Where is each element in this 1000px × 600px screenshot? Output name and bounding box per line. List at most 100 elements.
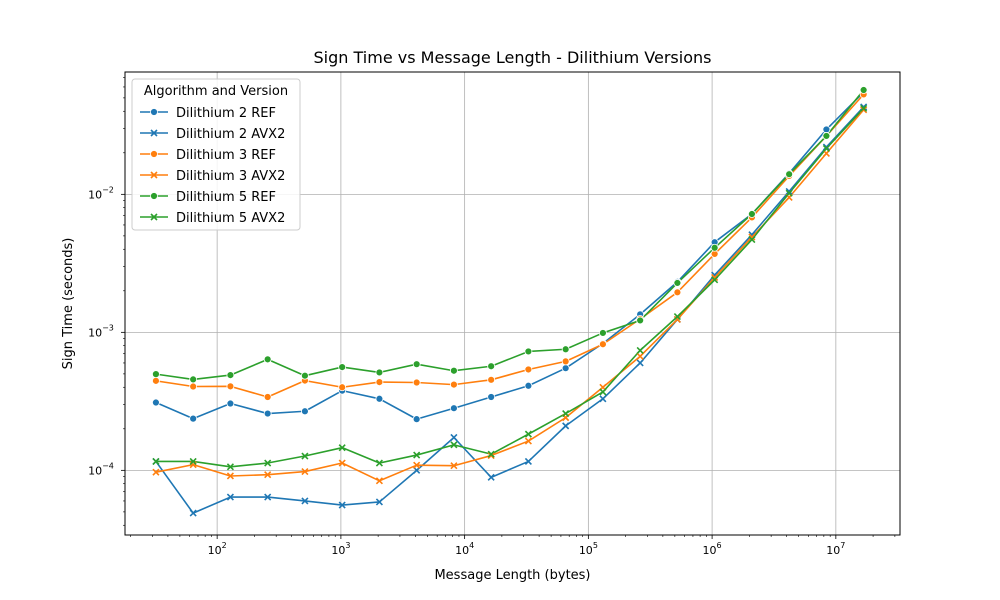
legend-item-dilithium-2-ref: Dilithium 2 REF (140, 106, 276, 121)
legend-label: Dilithium 3 REF (176, 148, 276, 163)
data-point-dilithium-3-avx2 (413, 461, 421, 469)
data-point-dilithium-5-ref (301, 371, 309, 380)
data-point-dilithium-5-ref (412, 360, 421, 369)
legend-label: Dilithium 2 AVX2 (176, 127, 285, 142)
data-point-dilithium-5-avx2 (524, 430, 532, 438)
data-point-dilithium-3-avx2 (264, 471, 272, 479)
data-point-dilithium-5-ref (487, 362, 496, 371)
x-axis-label: Message Length (bytes) (434, 568, 590, 583)
data-point-dilithium-2-avx2 (226, 493, 234, 501)
y-axis-label: Sign Time (seconds) (61, 238, 76, 370)
data-point-dilithium-3-avx2 (152, 468, 160, 476)
data-point-dilithium-2-ref (189, 414, 198, 423)
data-point-dilithium-2-ref (487, 393, 496, 401)
data-point-dilithium-3-ref (599, 340, 607, 349)
data-point-dilithium-2-avx2 (301, 497, 309, 505)
data-point-dilithium-2-ref (524, 381, 533, 390)
data-point-dilithium-5-avx2 (599, 388, 607, 396)
data-point-dilithium-3-avx2 (860, 106, 868, 114)
x-axis: 102 103 104 105 106 107 (130, 535, 896, 557)
data-point-dilithium-5-avx2 (487, 450, 495, 458)
data-point-dilithium-3-ref (152, 376, 160, 385)
data-point-dilithium-3-avx2 (338, 459, 346, 467)
data-point-dilithium-3-ref (226, 382, 235, 391)
data-point-dilithium-2-avx2 (524, 457, 532, 466)
data-point-dilithium-2-avx2 (413, 466, 421, 474)
legend-entries: Dilithium 2 REF Dilithium 2 AVX2 Dilithium… (140, 106, 285, 226)
x-tick-label: 103 (331, 541, 350, 557)
data-point-dilithium-5-ref (748, 210, 756, 218)
data-point-dilithium-3-avx2 (524, 437, 532, 445)
data-point-dilithium-3-avx2 (748, 233, 756, 241)
legend-marker (150, 150, 158, 158)
data-point-dilithium-3-avx2 (636, 352, 644, 360)
data-point-dilithium-2-avx2 (599, 395, 607, 403)
series-line-dilithium-5-avx2 (155, 107, 865, 468)
data-point-dilithium-2-avx2 (785, 187, 793, 195)
data-point-dilithium-3-ref (338, 383, 347, 392)
data-point-dilithium-5-ref (226, 371, 235, 379)
data-point-dilithium-5-ref (375, 368, 384, 377)
series-lines (155, 89, 865, 514)
data-point-dilithium-2-ref (375, 394, 384, 403)
legend-marker (150, 171, 158, 179)
x-tick-label: 106 (703, 541, 722, 557)
data-point-dilithium-2-ref (301, 407, 309, 416)
legend-marker (150, 192, 158, 200)
data-point-dilithium-5-ref (673, 279, 682, 287)
data-point-dilithium-3-ref (524, 365, 533, 374)
data-point-dilithium-3-avx2 (673, 315, 681, 324)
data-point-dilithium-2-avx2 (636, 359, 644, 367)
y-tick-label: 10−2 (88, 185, 114, 201)
data-point-dilithium-5-avx2 (301, 452, 309, 460)
data-point-dilithium-5-avx2 (189, 457, 197, 466)
data-point-dilithium-5-ref (561, 345, 570, 354)
data-point-dilithium-5-ref (450, 366, 458, 375)
data-point-dilithium-5-ref (599, 329, 607, 337)
series-line-dilithium-5-ref (155, 89, 865, 381)
data-point-dilithium-3-ref (263, 393, 272, 401)
data-point-dilithium-5-ref (710, 243, 719, 252)
legend: Algorithm and Version Dilithium 2 REFDil… (131, 78, 301, 231)
legend-item-dilithium-5-ref: Dilithium 5 REF (140, 190, 276, 205)
y-tick-label: 10−3 (88, 323, 114, 339)
legend-marker (150, 108, 158, 116)
legend-item-dilithium-3-ref: Dilithium 3 REF (140, 148, 276, 163)
data-point-dilithium-5-ref (859, 86, 868, 94)
data-point-dilithium-5-ref (189, 375, 198, 384)
data-point-dilithium-2-ref (561, 364, 570, 373)
legend-item-dilithium-5-avx2: Dilithium 5 AVX2 (140, 211, 285, 226)
data-point-dilithium-5-ref (338, 363, 347, 371)
data-point-dilithium-3-ref (673, 288, 682, 297)
data-point-dilithium-3-ref (189, 382, 198, 391)
data-point-dilithium-2-avx2 (189, 509, 197, 517)
data-point-dilithium-3-avx2 (487, 451, 495, 460)
legend-label: Dilithium 5 AVX2 (176, 211, 285, 226)
data-point-dilithium-2-ref (263, 409, 272, 418)
x-tick-label: 107 (826, 541, 845, 557)
data-point-dilithium-5-avx2 (413, 451, 421, 459)
series-line-dilithium-3-avx2 (155, 109, 865, 482)
data-point-dilithium-5-avx2 (264, 459, 272, 467)
data-point-dilithium-5-avx2 (375, 459, 383, 467)
legend-label: Dilithium 5 REF (176, 190, 276, 205)
data-point-dilithium-5-ref (524, 347, 533, 356)
data-point-dilithium-3-avx2 (226, 472, 234, 480)
data-point-dilithium-5-ref (822, 132, 831, 140)
x-tick-label: 102 (208, 541, 227, 557)
data-point-dilithium-2-avx2 (487, 473, 495, 481)
data-point-dilithium-3-avx2 (450, 462, 458, 470)
legend-marker (150, 213, 158, 221)
data-point-dilithium-5-avx2 (226, 463, 234, 471)
data-point-dilithium-3-avx2 (301, 467, 309, 476)
data-point-dilithium-2-avx2 (562, 422, 570, 430)
chart-title: Sign Time vs Message Length - Dilithium … (314, 48, 712, 67)
data-point-dilithium-2-ref (152, 398, 160, 407)
data-point-dilithium-3-ref (487, 375, 496, 384)
x-tick-label: 104 (455, 541, 474, 557)
data-point-dilithium-3-ref (561, 357, 570, 366)
data-point-dilithium-2-avx2 (375, 498, 383, 506)
legend-label: Dilithium 3 AVX2 (176, 169, 285, 184)
data-point-dilithium-3-avx2 (711, 273, 719, 281)
plot-area-frame (124, 71, 901, 536)
